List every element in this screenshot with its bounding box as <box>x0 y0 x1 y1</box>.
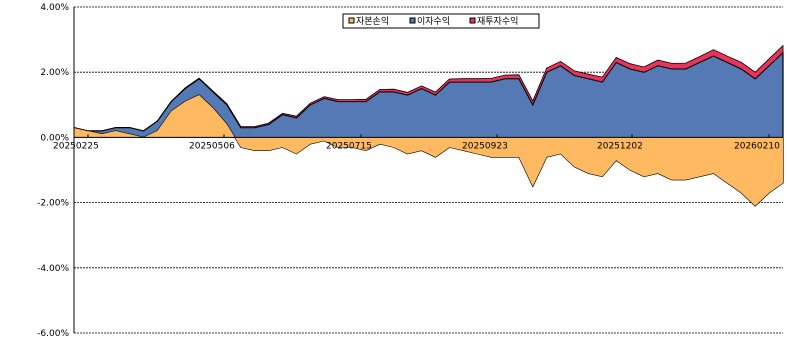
x-tick-label: 20250715 <box>326 141 372 151</box>
legend-swatch <box>409 17 416 24</box>
y-tick-label: -2.00% <box>37 199 69 209</box>
legend-label: 재투자수익 <box>477 15 518 27</box>
x-tick-label: 20250506 <box>189 141 235 151</box>
x-tick-label: 20250225 <box>53 141 99 151</box>
legend-box <box>342 13 540 29</box>
x-tick-label: 20250923 <box>462 141 508 151</box>
y-tick-label: -6.00% <box>37 329 69 337</box>
y-tick-label: -4.00% <box>37 264 69 274</box>
series-layer <box>73 44 784 207</box>
y-tick-label: 4.00% <box>40 3 69 13</box>
y-tick-label: 0.00% <box>40 133 69 143</box>
series-area-capital <box>74 95 783 206</box>
x-tick-label: 20260210 <box>734 141 780 151</box>
axis-layer: 4.00% 2.00% 0.00% -2.00% -4.00% -6.00% 2025022… <box>37 3 783 337</box>
legend-swatch <box>469 17 476 24</box>
legend-label: 자본손익 <box>356 15 389 27</box>
legend-label: 이자수익 <box>417 15 450 27</box>
y-tick-label: 2.00% <box>40 68 69 78</box>
series-area-reinvestment <box>73 44 784 132</box>
legend-swatch <box>348 17 355 24</box>
x-tick-label: 20251202 <box>597 141 643 151</box>
legend: 자본손익 이자수익 재투자수익 <box>342 13 540 29</box>
